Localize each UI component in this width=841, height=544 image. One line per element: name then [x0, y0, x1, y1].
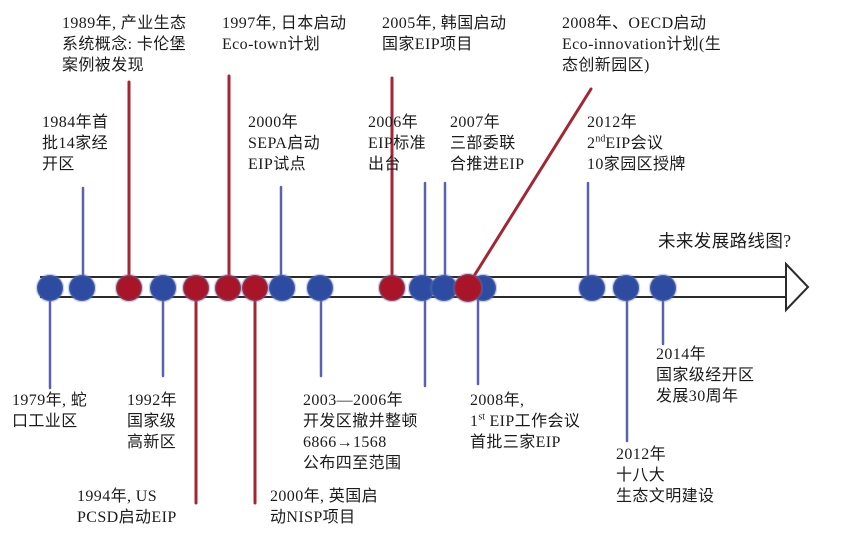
label-line: Eco-innovation计划(生 [562, 36, 722, 53]
label-line: 2003—2006年 [303, 392, 403, 409]
superscript-text: nd [595, 133, 606, 145]
label-line: 公布四至范围 [303, 455, 402, 472]
event-2005-korea-eip: 2005年, 韩国启动 国家EIP项目 [382, 13, 506, 55]
event-2000-uk-nisp: 2000年, 英国启 动NISP项目 [270, 486, 378, 528]
label-line: EIP试点 [248, 156, 307, 173]
node-1994-us-pcsd [181, 273, 211, 303]
timeline-arrowhead-icon [785, 261, 810, 313]
label-line: PCSD启动EIP [77, 509, 177, 526]
label-line: 动NISP项目 [270, 509, 356, 526]
label-line: 2008年, [470, 392, 525, 409]
label-line: 2006年 [368, 114, 418, 131]
label-line: 案例被发现 [62, 57, 145, 74]
label-line: Eco-town计划 [222, 36, 321, 53]
event-1992-national-hightech: 1992年国家级高新区 [127, 390, 177, 453]
label-line: 10家园区授牌 [587, 156, 686, 173]
superscript-text: st [478, 411, 486, 423]
label-line: 出台 [368, 156, 401, 173]
label-line: 6866→1568 [303, 434, 387, 451]
label-line: 生态文明建设 [616, 488, 715, 505]
label-line: 2000年, 英国启 [270, 488, 379, 505]
event-2012-18th-congress: 2012年十八大生态文明建设 [616, 444, 714, 507]
event-2006-eip-standard: 2006年 EIP标准出台 [368, 112, 426, 175]
node-2008-oecd [452, 272, 484, 304]
label-line: 2007年 [450, 114, 500, 131]
label-line: 1997年, 日本启动 [222, 15, 347, 32]
label-line: 发展30周年 [656, 388, 739, 405]
label-line: EIP标准 [368, 135, 427, 152]
label-line: 国家EIP项目 [382, 36, 473, 53]
label-line: 2000年 [248, 114, 298, 131]
node-1979-shekou [35, 273, 65, 303]
label-line: 1984年首 [42, 114, 109, 131]
node-1984-first-14-zones [67, 273, 97, 303]
event-2003-2006-consolidation: 2003—2006年 开发区撤并整顿 6866→1568 公布四至范围 [303, 390, 418, 474]
label-line: 首批三家EIP [470, 434, 561, 451]
label-line: 系统概念: 卡伦堡 [62, 36, 187, 53]
event-2007-three-ministries: 2007年三部委联合推进EIP [450, 112, 524, 175]
event-2008-1st-eip-meeting: 2008年, 1st EIP工作会议 首批三家EIP [470, 390, 580, 453]
label-line: 1994年, US [77, 488, 158, 505]
label-line: 1st EIP工作会议 [470, 411, 581, 430]
label-line: 2ndEIP会议 [587, 133, 664, 152]
event-1989-industrial-ecology: 1989年, 产业生态 系统概念: 卡伦堡 案例被发现 [62, 13, 186, 76]
event-1994-us-pcsd: 1994年, US PCSD启动EIP [77, 486, 177, 528]
event-1984-first-14-zones: 1984年首 批14家经开区 [42, 112, 108, 175]
label-line: 2012年 [616, 446, 666, 463]
label-line: 2014年 [656, 346, 706, 363]
node-1997-japan-ecotown [213, 273, 243, 303]
label-line: 1979年, 蛇 [12, 392, 88, 409]
label-line: 2005年, 韩国启动 [382, 15, 507, 32]
node-2003-2006-overhaul [305, 273, 335, 303]
event-1979-shekou: 1979年, 蛇口工业区 [12, 390, 87, 432]
label-line: 2012年 [587, 114, 637, 131]
event-2008-oecd-ecoinnovation: 2008年、OECD启动 Eco-innovation计划(生 态创新园区) [562, 13, 721, 76]
label-line: 口工业区 [12, 413, 78, 430]
node-2014-30th-anniv [648, 273, 678, 303]
node-1992-hightech-zone [148, 273, 178, 303]
label-line: 批14家经 [42, 135, 109, 152]
label-line: 国家级 [127, 413, 177, 430]
node-2012-18th-congress [611, 273, 641, 303]
node-2012-2nd-conference [577, 273, 607, 303]
future-roadmap-question: 未来发展路线图? [658, 231, 791, 252]
label-line: 十八大 [616, 467, 666, 484]
label-line: 态创新园区) [562, 57, 650, 74]
node-2000-sepa-pilot [267, 273, 297, 303]
node-2000-uk-nisp [240, 273, 270, 303]
label-line: 开区 [42, 156, 75, 173]
event-1997-japan-ecotown: 1997年, 日本启动 Eco-town计划 [222, 13, 346, 55]
connector-2008-oecd-diagonal [467, 87, 593, 286]
label-line: 三部委联 [450, 135, 516, 152]
node-2005-korea-eip [377, 273, 407, 303]
label-line: 国家级经开区 [656, 367, 755, 384]
label-line: 高新区 [127, 434, 177, 451]
label-line: 1989年, 产业生态 [62, 15, 187, 32]
label-line: 开发区撤并整顿 [303, 413, 418, 430]
label-line: 合推进EIP [450, 156, 525, 173]
label-line: 未来发展路线图? [658, 231, 792, 251]
event-2012-2nd-eip-conference: 2012年 2ndEIP会议 10家园区授牌 [587, 112, 686, 175]
event-2014-30th-anniversary: 2014年国家级经开区 发展30周年 [656, 344, 754, 407]
node-1989-kalundborg [114, 273, 144, 303]
label-line: SEPA启动 [248, 135, 321, 152]
label-line: 1992年 [127, 392, 177, 409]
label-line: 2008年、OECD启动 [562, 15, 707, 32]
event-2000-sepa-eip-pilot: 2000年 SEPA启动 EIP试点 [248, 112, 320, 175]
